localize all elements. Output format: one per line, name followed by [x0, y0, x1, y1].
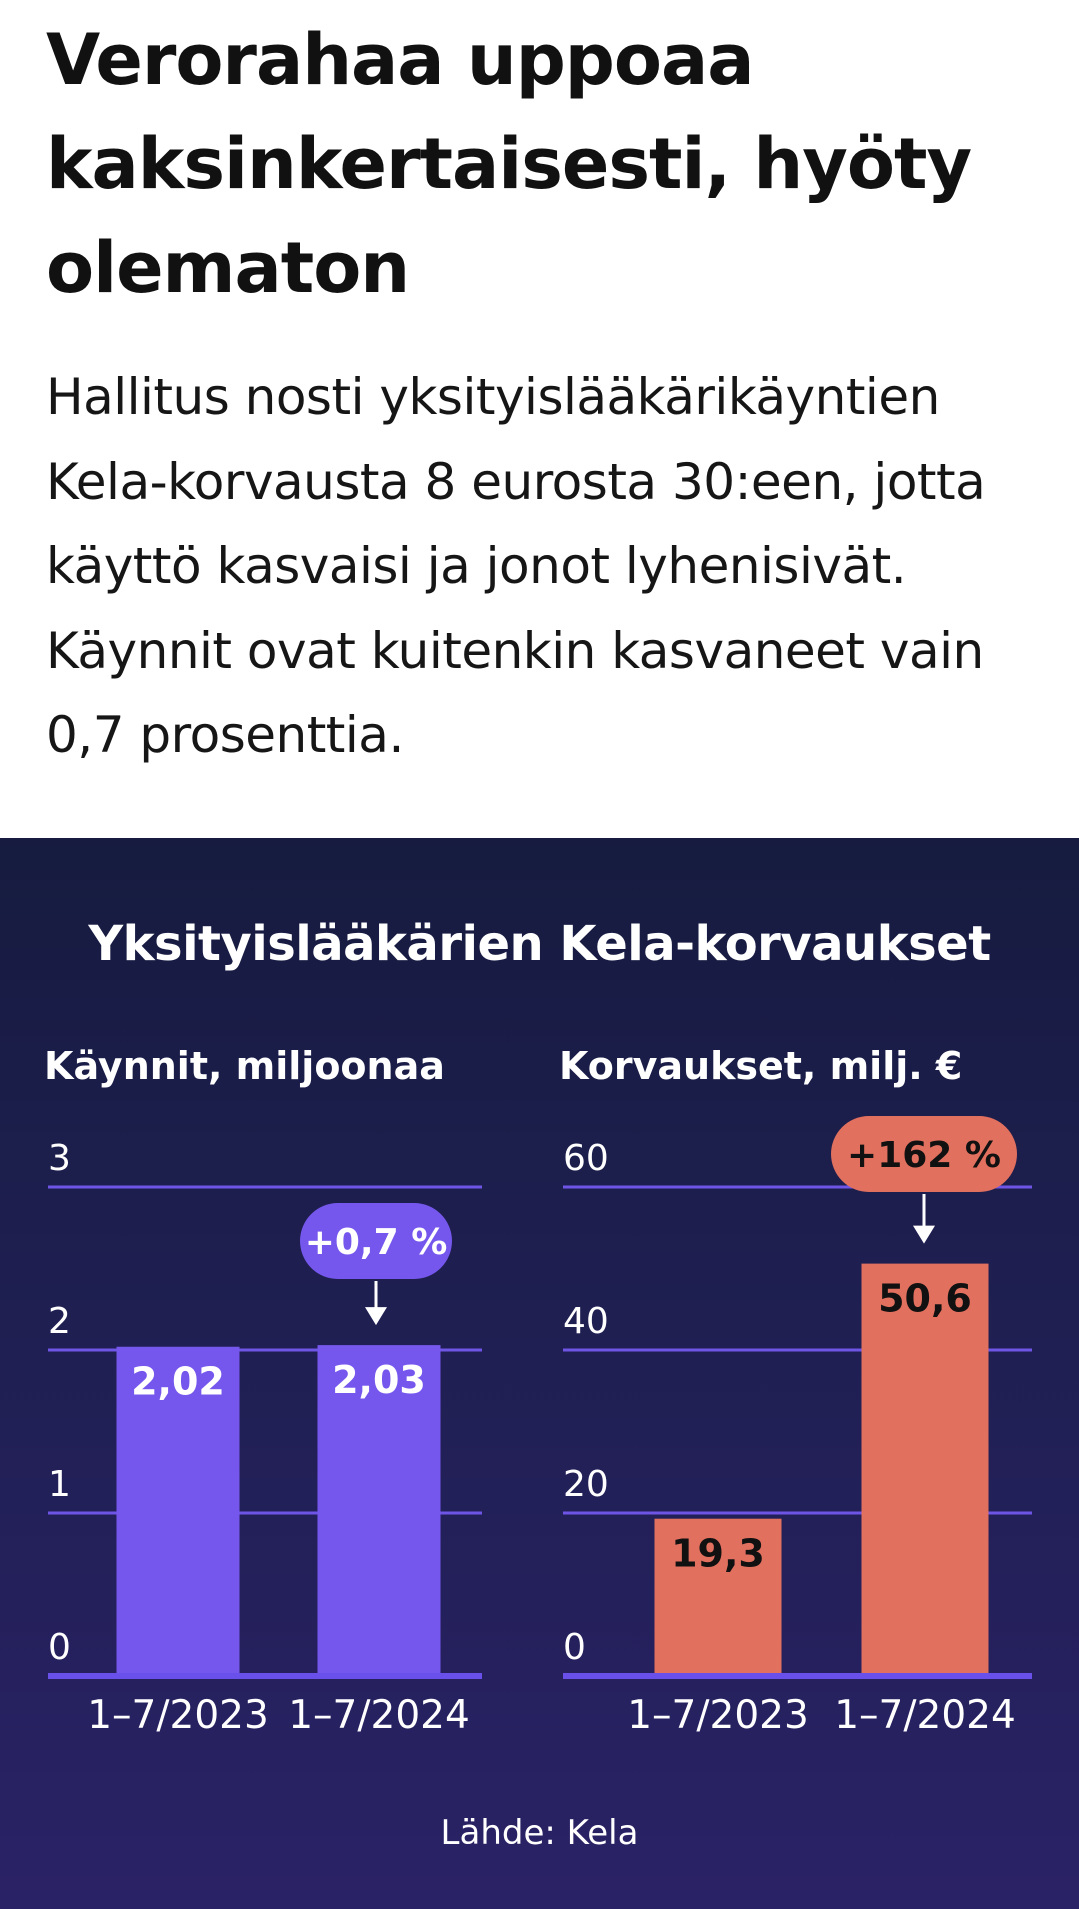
graphic-title: Yksityislääkärien Kela-korvaukset — [88, 916, 991, 972]
bar-value-label: 50,6 — [878, 1277, 972, 1321]
x-tick-label: 1–7/2024 — [834, 1693, 1016, 1738]
y-tick-label: 1 — [48, 1464, 71, 1505]
bar-value-label: 2,02 — [131, 1360, 225, 1404]
y-tick-label: 0 — [563, 1627, 586, 1668]
bar — [654, 1518, 782, 1676]
x-tick-label: 1–7/2024 — [288, 1693, 470, 1738]
change-badge — [300, 1203, 452, 1279]
change-badge-label: +162 % — [847, 1135, 1001, 1176]
arrow-down-icon — [365, 1307, 387, 1326]
arrow-down-icon — [913, 1225, 935, 1244]
y-tick-label: 60 — [563, 1138, 609, 1179]
bar-value-label: 2,03 — [332, 1358, 426, 1402]
y-tick-label: 20 — [563, 1464, 609, 1505]
source-note: Lähde: Kela — [440, 1813, 639, 1853]
change-badge — [831, 1116, 1017, 1192]
y-tick-label: 2 — [48, 1301, 71, 1342]
chart-graphic: Yksityislääkärien Kela-korvaukset Käynni… — [0, 838, 1079, 1909]
bar — [317, 1345, 441, 1676]
change-badge-label: +0,7 % — [305, 1222, 448, 1263]
bar — [861, 1263, 989, 1676]
headline: Verorahaa uppoaa kaksinkertaisesti, hyöt… — [46, 19, 972, 309]
x-tick-label: 1–7/2023 — [87, 1693, 269, 1738]
bar-charts: Käynnit, miljoonaa 0 1 2 3 2,02 1–7/2023 2,03 1–… — [44, 1044, 1032, 1738]
x-tick-label: 1–7/2023 — [627, 1693, 809, 1738]
panel-title: Korvaukset, milj. € — [559, 1044, 962, 1088]
panel-title: Käynnit, miljoonaa — [44, 1044, 445, 1088]
y-tick-label: 0 — [48, 1627, 71, 1668]
y-tick-label: 3 — [48, 1138, 71, 1179]
lead-paragraph: Hallitus nosti yksityislääkärikäyntien K… — [46, 368, 986, 764]
bar — [116, 1346, 240, 1676]
article-header: Verorahaa uppoaa kaksinkertaisesti, hyöt… — [0, 0, 1079, 838]
bar-value-label: 19,3 — [671, 1532, 765, 1576]
y-tick-label: 40 — [563, 1301, 609, 1342]
